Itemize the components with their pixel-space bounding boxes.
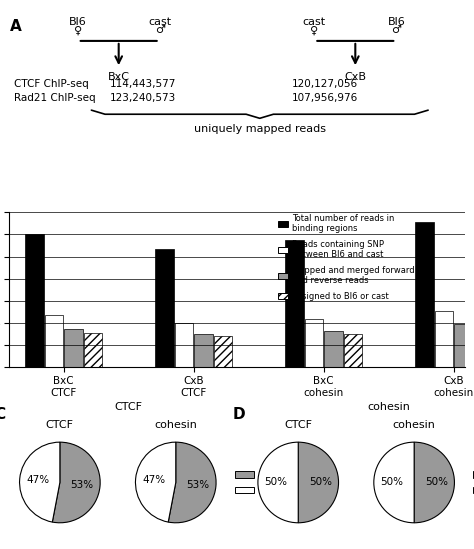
Text: 47%: 47% bbox=[142, 475, 165, 485]
Text: A: A bbox=[9, 19, 21, 34]
Bar bbox=[415, 222, 434, 367]
Text: Rad21 ChIP-seq: Rad21 ChIP-seq bbox=[14, 93, 96, 103]
Text: Bl6: Bl6 bbox=[387, 18, 405, 27]
Text: BxC: BxC bbox=[108, 72, 130, 82]
Bar bbox=[214, 336, 232, 367]
Text: cast: cast bbox=[303, 18, 326, 27]
Text: D: D bbox=[233, 407, 246, 422]
Bar bbox=[305, 320, 323, 367]
Bar bbox=[155, 249, 173, 367]
Text: ♂: ♂ bbox=[155, 25, 164, 36]
Bar bbox=[435, 311, 453, 367]
Legend: Bl6, cast: Bl6, cast bbox=[231, 466, 286, 499]
Text: Bl6: Bl6 bbox=[69, 18, 87, 27]
Wedge shape bbox=[414, 442, 455, 523]
Text: 123,240,573: 123,240,573 bbox=[109, 93, 176, 103]
Text: cohesin: cohesin bbox=[367, 402, 410, 412]
Bar bbox=[344, 334, 362, 367]
Bar bbox=[285, 240, 304, 367]
Text: ♀: ♀ bbox=[73, 25, 82, 36]
Bar bbox=[83, 333, 102, 367]
Text: C: C bbox=[0, 407, 6, 422]
Text: ♀: ♀ bbox=[310, 25, 319, 36]
Text: CTCF ChIP-seq: CTCF ChIP-seq bbox=[14, 80, 89, 89]
Title: CTCF: CTCF bbox=[284, 420, 312, 430]
Text: 50%: 50% bbox=[309, 478, 332, 488]
Legend: Total number of reads in
binding regions, Reads containing SNP
between Bl6 and c: Total number of reads in binding regions… bbox=[278, 214, 414, 301]
Text: 50%: 50% bbox=[381, 478, 403, 488]
Title: cohesin: cohesin bbox=[392, 420, 436, 430]
Text: ♂: ♂ bbox=[391, 25, 401, 36]
Bar bbox=[25, 234, 44, 367]
Text: 120,127,056: 120,127,056 bbox=[292, 80, 358, 89]
Text: cast: cast bbox=[148, 18, 171, 27]
Bar bbox=[45, 315, 63, 367]
Text: 53%: 53% bbox=[186, 480, 210, 490]
Bar bbox=[174, 323, 193, 367]
Wedge shape bbox=[168, 442, 216, 523]
Wedge shape bbox=[258, 442, 298, 523]
Wedge shape bbox=[19, 442, 60, 522]
Legend: mat, pat: mat, pat bbox=[469, 466, 474, 499]
Text: 53%: 53% bbox=[70, 480, 93, 490]
Bar bbox=[324, 332, 343, 367]
Text: 107,956,976: 107,956,976 bbox=[292, 93, 358, 103]
Text: 50%: 50% bbox=[264, 478, 288, 488]
Wedge shape bbox=[136, 442, 176, 522]
Title: CTCF: CTCF bbox=[46, 420, 74, 430]
Text: CxB: CxB bbox=[344, 72, 366, 82]
Text: 114,443,577: 114,443,577 bbox=[109, 80, 176, 89]
Bar bbox=[194, 334, 213, 367]
Wedge shape bbox=[52, 442, 100, 523]
Wedge shape bbox=[298, 442, 338, 523]
Text: uniquely mapped reads: uniquely mapped reads bbox=[194, 124, 326, 134]
Bar bbox=[64, 329, 82, 367]
Wedge shape bbox=[374, 442, 414, 523]
Title: cohesin: cohesin bbox=[155, 420, 197, 430]
Text: 47%: 47% bbox=[26, 475, 49, 485]
Bar bbox=[454, 324, 473, 367]
Text: CTCF: CTCF bbox=[115, 402, 143, 412]
Text: 50%: 50% bbox=[425, 478, 448, 488]
